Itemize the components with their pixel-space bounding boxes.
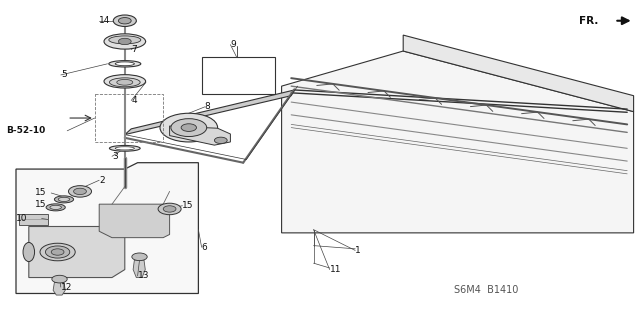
Text: 6: 6 xyxy=(202,243,207,252)
Text: 13: 13 xyxy=(138,271,149,280)
Circle shape xyxy=(181,124,196,131)
Text: 4: 4 xyxy=(131,96,137,105)
Circle shape xyxy=(132,253,147,261)
Polygon shape xyxy=(133,260,145,278)
Text: 15: 15 xyxy=(35,200,47,209)
Text: FR.: FR. xyxy=(579,16,598,26)
Text: 3: 3 xyxy=(112,152,118,161)
Ellipse shape xyxy=(40,243,76,261)
Polygon shape xyxy=(403,35,634,112)
Ellipse shape xyxy=(109,61,141,67)
Polygon shape xyxy=(282,51,634,233)
Circle shape xyxy=(113,15,136,26)
Ellipse shape xyxy=(104,75,146,88)
Ellipse shape xyxy=(109,145,140,151)
Circle shape xyxy=(163,206,176,212)
Polygon shape xyxy=(170,126,230,145)
Ellipse shape xyxy=(50,205,61,210)
Text: 10: 10 xyxy=(16,214,28,223)
Ellipse shape xyxy=(104,34,146,49)
Polygon shape xyxy=(53,282,65,295)
Text: 7: 7 xyxy=(131,45,137,54)
Circle shape xyxy=(52,275,67,283)
Polygon shape xyxy=(29,226,125,278)
Text: 15: 15 xyxy=(35,189,47,197)
Text: 12: 12 xyxy=(61,283,72,292)
Text: B-52-10: B-52-10 xyxy=(6,126,45,135)
Circle shape xyxy=(171,119,207,137)
Polygon shape xyxy=(125,90,294,135)
Text: 1: 1 xyxy=(355,246,361,255)
Text: S6M4  B1410: S6M4 B1410 xyxy=(454,285,518,295)
Ellipse shape xyxy=(109,36,141,44)
Ellipse shape xyxy=(45,246,70,258)
Circle shape xyxy=(158,203,181,215)
Circle shape xyxy=(214,137,227,144)
Ellipse shape xyxy=(115,147,134,150)
Ellipse shape xyxy=(46,204,65,211)
Text: 9: 9 xyxy=(230,40,236,49)
Ellipse shape xyxy=(109,78,140,87)
Text: 2: 2 xyxy=(99,176,105,185)
Ellipse shape xyxy=(54,196,74,203)
Text: 8: 8 xyxy=(205,102,211,111)
Text: 11: 11 xyxy=(330,265,341,274)
Text: 5: 5 xyxy=(61,70,67,79)
Ellipse shape xyxy=(23,242,35,262)
Text: 14: 14 xyxy=(99,16,111,25)
Ellipse shape xyxy=(117,79,133,85)
Polygon shape xyxy=(19,214,48,225)
Circle shape xyxy=(68,186,92,197)
Ellipse shape xyxy=(58,197,70,202)
Ellipse shape xyxy=(51,249,64,255)
Circle shape xyxy=(118,18,131,24)
Polygon shape xyxy=(99,204,170,238)
Circle shape xyxy=(118,38,131,45)
Circle shape xyxy=(160,113,218,142)
Circle shape xyxy=(74,188,86,195)
Text: 15: 15 xyxy=(182,201,194,210)
Ellipse shape xyxy=(115,62,134,66)
Polygon shape xyxy=(16,163,198,293)
